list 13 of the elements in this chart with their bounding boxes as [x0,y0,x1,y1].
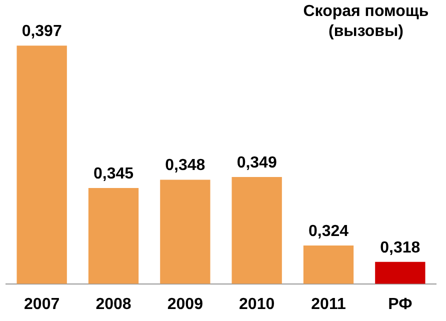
data-label: 0,345 [93,165,134,182]
x-tick-label: 2010 [239,296,275,313]
data-label: 0,348 [165,157,206,174]
x-tick-label: РФ [388,296,413,313]
x-tick-label: 2008 [96,296,132,313]
data-label: 0,324 [308,222,349,240]
x-tick-label: 2011 [311,296,346,313]
x-tick-label: 2009 [167,296,204,313]
chart-title: Скорая помощь (вызовы) [302,2,430,42]
data-label: 0,318 [380,239,420,256]
x-tick-label: 2007 [24,296,60,313]
data-label: 0,349 [236,154,277,172]
data-label: 0,397 [22,23,62,40]
